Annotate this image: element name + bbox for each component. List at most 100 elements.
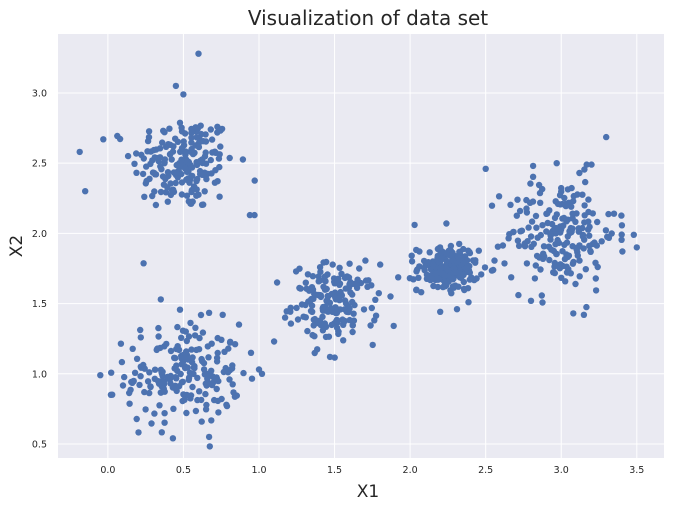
data-point: [317, 321, 324, 329]
data-point: [353, 284, 361, 291]
data-point: [82, 188, 89, 195]
data-point: [581, 212, 588, 219]
data-point: [270, 338, 278, 345]
data-point: [167, 141, 174, 148]
data-point: [157, 188, 165, 196]
data-point: [598, 238, 605, 245]
data-point: [594, 218, 601, 226]
data-point: [581, 219, 588, 226]
data-point: [494, 243, 502, 250]
data-point: [228, 365, 236, 372]
data-point: [169, 186, 177, 193]
data-point: [137, 326, 144, 334]
y-tick-label: 2.0: [32, 229, 47, 240]
data-point: [552, 224, 560, 232]
data-point: [317, 268, 324, 276]
data-point: [168, 156, 175, 163]
data-point: [200, 366, 208, 373]
data-point: [133, 169, 140, 176]
data-point: [472, 257, 479, 264]
data-point: [204, 343, 211, 350]
data-point: [515, 291, 522, 299]
data-point: [539, 255, 547, 262]
data-point: [178, 156, 185, 163]
data-point: [197, 311, 205, 319]
data-point: [166, 375, 174, 383]
data-point: [188, 164, 196, 171]
data-point: [539, 299, 546, 306]
data-point: [133, 355, 141, 362]
data-point: [508, 274, 515, 281]
data-point: [416, 248, 423, 255]
data-point: [618, 236, 625, 243]
data-point: [618, 212, 625, 219]
data-point: [572, 218, 579, 225]
data-point: [184, 176, 192, 183]
data-point: [209, 149, 216, 156]
data-point: [217, 143, 224, 150]
data-point: [561, 241, 568, 248]
data-point: [342, 300, 350, 307]
data-point: [387, 293, 394, 300]
data-point: [156, 145, 164, 152]
data-point: [608, 230, 615, 237]
y-tick-label: 3.0: [32, 88, 47, 99]
data-point: [523, 205, 530, 212]
data-point: [239, 156, 247, 163]
data-point: [188, 346, 195, 353]
data-point: [292, 268, 300, 275]
data-point: [416, 263, 423, 270]
data-point: [129, 345, 136, 352]
data-point: [452, 268, 459, 276]
data-point: [202, 131, 209, 138]
data-point: [208, 136, 216, 143]
data-point: [517, 228, 524, 235]
data-point: [533, 224, 540, 231]
data-point: [150, 146, 157, 154]
data-point: [460, 271, 467, 279]
data-point: [540, 250, 547, 257]
data-point: [213, 385, 220, 393]
data-point: [559, 248, 566, 255]
data-point: [618, 231, 625, 238]
data-point: [176, 306, 184, 313]
data-point: [619, 248, 626, 255]
data-point: [576, 273, 583, 280]
data-point: [225, 345, 232, 352]
data-point: [439, 283, 447, 291]
data-point: [226, 339, 234, 346]
data-point: [116, 135, 124, 143]
data-point: [582, 266, 589, 273]
data-point: [155, 158, 162, 165]
data-point: [223, 401, 230, 408]
data-point: [531, 275, 539, 282]
data-point: [553, 211, 560, 218]
data-point: [211, 179, 219, 186]
data-point: [311, 349, 318, 357]
data-point: [304, 271, 312, 278]
data-point: [304, 327, 311, 335]
data-point: [535, 181, 543, 189]
data-point: [170, 405, 177, 412]
data-point: [532, 262, 539, 269]
chart-title: Visualization of data set: [248, 6, 488, 30]
data-point: [202, 380, 209, 387]
data-point: [190, 370, 197, 378]
data-point: [576, 257, 583, 264]
data-point: [162, 189, 170, 196]
data-point: [130, 377, 137, 385]
data-point: [151, 366, 159, 373]
data-point: [435, 275, 443, 283]
data-point: [287, 320, 295, 327]
data-point: [174, 343, 181, 350]
data-point: [413, 268, 420, 275]
data-point: [539, 222, 546, 229]
data-point: [488, 267, 496, 274]
y-tick-label: 2.5: [32, 159, 47, 170]
data-point: [148, 420, 155, 427]
data-point: [216, 163, 223, 171]
data-point: [251, 211, 258, 219]
data-point: [411, 221, 418, 229]
data-point: [324, 308, 332, 315]
data-point: [586, 223, 593, 231]
